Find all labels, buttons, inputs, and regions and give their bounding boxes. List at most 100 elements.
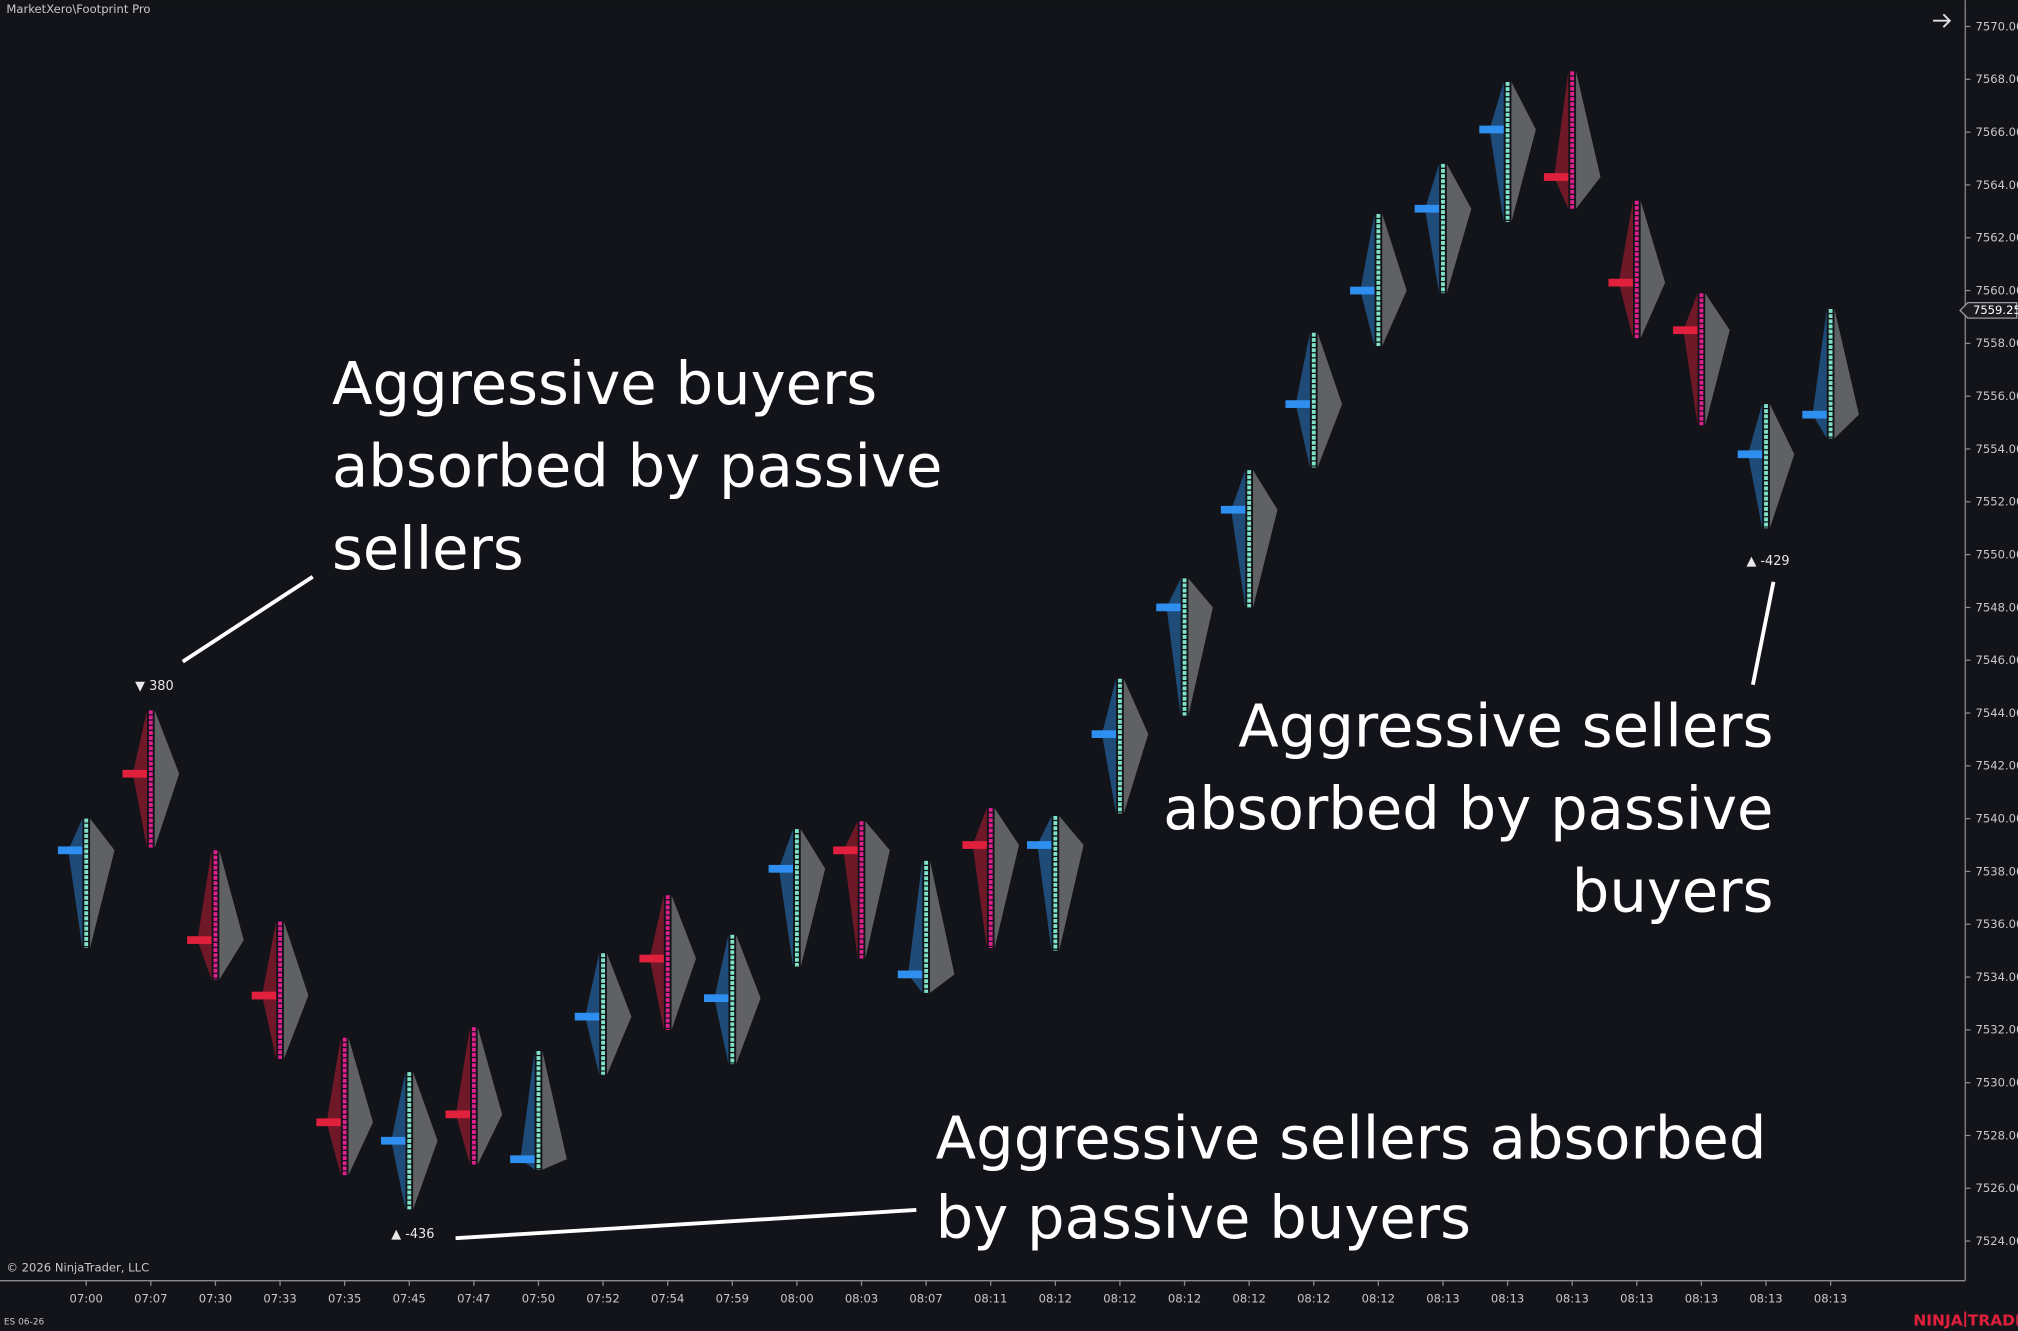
footprint-bar [510,1050,567,1170]
delta-profile [778,829,794,967]
delta-profile [1812,309,1827,439]
poc-bar [1285,400,1310,408]
volume-profile [1253,470,1278,608]
delta-profile [326,1037,341,1176]
last-price-label: 7559.25 [1973,303,2018,317]
poc-bar [1156,603,1181,612]
poc-bar [1673,326,1698,335]
delta-profile [1360,213,1375,347]
signal-label: ▲ -429 [1746,554,1789,569]
volume-profile [283,921,309,1059]
delta-profile [649,895,664,1030]
x-tick-label: 07:33 [263,1292,296,1306]
y-tick-label: 7526.00 [1976,1181,2018,1195]
y-tick-label: 7542.00 [1976,759,2018,773]
volume-profile [671,895,697,1030]
annotation: Aggressive buyers absorbed by passive se… [181,349,942,664]
footprint-bar [1156,578,1213,716]
annotation-pointer [455,1207,917,1241]
y-tick-label: 7566.00 [1976,125,2018,139]
footprint-bar [57,818,115,949]
poc-bar [380,1136,406,1145]
volume-profile [1059,815,1084,951]
poc-bar [703,994,729,1003]
poc-bar [1414,204,1440,213]
footprint-bar [1673,293,1730,426]
x-tick-label: 08:13 [1555,1292,1588,1306]
volume-profile [1317,332,1343,468]
volume-profile [736,934,761,1065]
delta-profile [1166,578,1181,716]
x-tick-label: 07:50 [522,1292,555,1306]
volume-profile [1640,200,1666,339]
footprint-bar [445,1027,503,1165]
footprint-bar [122,710,180,848]
poc-bar [1543,173,1569,181]
copyright: © 2026 NinjaTrader, LLC [6,1261,149,1275]
delta-profile [520,1050,535,1170]
y-tick-label: 7532.00 [1976,1023,2018,1037]
footprint-bar [574,953,632,1075]
volume-profile [348,1037,373,1176]
x-tick-label: 07:00 [70,1292,103,1306]
header: MarketXero\Footprint Pro [6,2,150,16]
poc-bar [251,991,277,1000]
footprint-bar [703,934,761,1065]
footprint-bar [187,850,244,980]
poc-bar [833,846,858,855]
y-tick-label: 7540.00 [1976,811,2018,825]
x-tick-label: 07:54 [651,1292,684,1306]
volume-profile [413,1072,438,1210]
footprint-bar [1543,71,1601,209]
annotation-line: absorbed by passive [332,432,942,501]
poc-bar [187,936,212,944]
x-tick-label: 08:13 [1491,1292,1524,1306]
footprint-bar [1414,163,1472,294]
delta-profile [455,1027,471,1165]
y-tick-label: 7552.00 [1976,495,2018,509]
delta-profile [197,850,212,980]
volume-profile [1769,404,1795,529]
y-tick-label: 7564.00 [1976,178,2018,192]
volume-profile [1382,213,1407,347]
delta-profile [1747,404,1763,529]
poc-bar [1479,125,1504,134]
delta-profile [1424,163,1440,294]
footprint-bar [768,829,826,967]
y-tick-label: 7528.00 [1976,1128,2018,1142]
delta-profile [1101,678,1117,814]
annotation-line: buyers [1572,856,1774,925]
poc-bar [1220,505,1246,514]
x-tick-label: 07:45 [393,1292,426,1306]
volume-profile [154,710,180,848]
volume-profile [1576,71,1601,209]
instrument: ES 06-26 [4,1317,45,1327]
delta-profile [1683,293,1698,426]
poc-bar [445,1110,471,1119]
y-tick-label: 7548.00 [1976,600,2018,614]
footprint-bar [1608,200,1666,339]
delta-profile [1489,81,1504,222]
footprint-bar [833,821,890,959]
annotation-line: absorbed by passive [1163,774,1773,843]
x-tick-label: 08:13 [1814,1292,1847,1306]
volume-profile [542,1050,567,1170]
y-tick-label: 7560.00 [1976,283,2018,297]
footprint-bar [380,1072,438,1210]
delta-profile [132,710,147,848]
delta-profile [843,821,858,959]
annotation-line: Aggressive sellers [1238,692,1773,761]
last-price-marker [1959,301,2018,319]
signal-label: ▼ 380 [135,679,174,694]
y-tick-label: 7568.00 [1976,72,2018,86]
expand-icon[interactable] [1933,13,1952,28]
y-tick-label: 7524.00 [1976,1234,2018,1248]
annotation-line: by passive buyers [936,1183,1471,1252]
volume-profile [929,860,955,993]
y-tick-label: 7544.00 [1976,706,2018,720]
volume-profile [1188,578,1213,716]
poc-bar [639,954,664,963]
y-tick-label: 7558.00 [1976,336,2018,350]
